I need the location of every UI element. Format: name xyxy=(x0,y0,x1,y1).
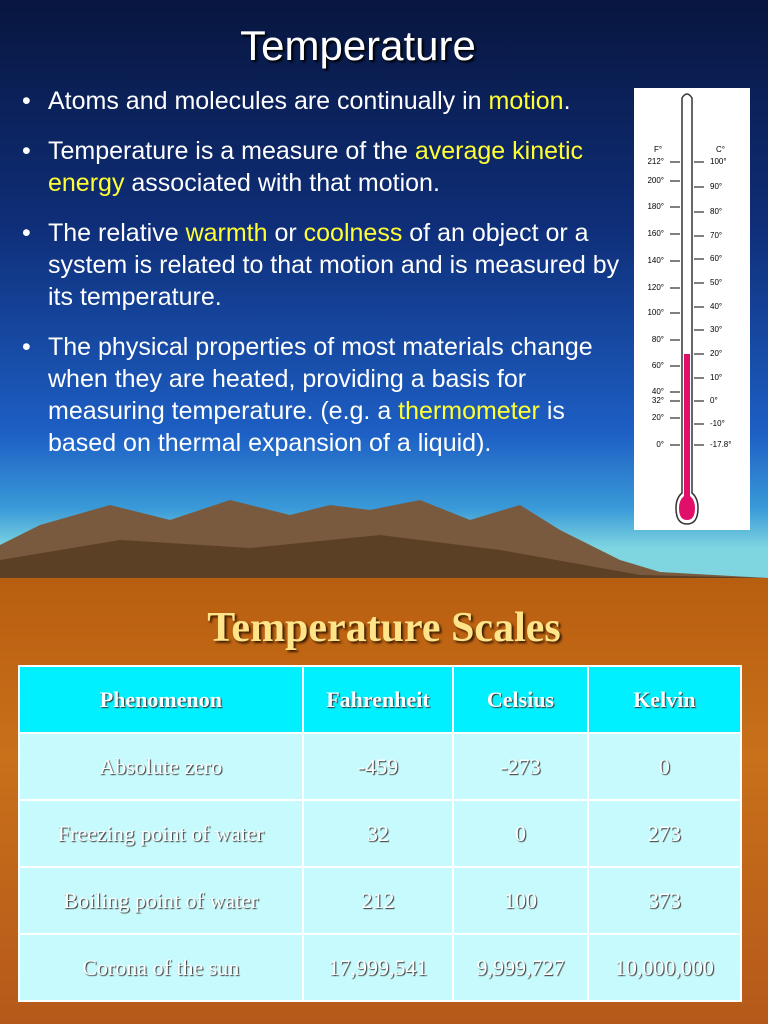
table-cell: 10,000,000 xyxy=(586,933,743,1002)
table-cell: 100 xyxy=(452,866,589,935)
f-label: 180° xyxy=(647,202,664,211)
bullet-text: motion xyxy=(488,87,564,115)
header-cell: Kelvin xyxy=(586,665,743,734)
title: Temperature Scales xyxy=(207,605,561,651)
bullet-list: Atoms and molecules are continually in m… xyxy=(22,85,622,477)
bullet-text: warmth xyxy=(185,219,268,247)
header-row: Phenomenon Fahrenheit Celsius Kelvin xyxy=(18,665,743,734)
table-cell: Boiling point of water xyxy=(18,866,304,935)
f-label: 140° xyxy=(647,256,664,265)
f-label: 32° xyxy=(652,396,664,405)
table-cell: -459 xyxy=(301,732,455,801)
c-label: 60° xyxy=(710,254,722,263)
bullet-text: of an object or a system is related to t… xyxy=(48,219,620,311)
bullet-text: coolness xyxy=(303,219,403,247)
bullet-text: Temperature is a measure of the xyxy=(48,137,415,165)
f-label: 160° xyxy=(647,229,664,238)
table-cell: 17,999,541 xyxy=(301,933,455,1002)
bullet-text: thermometer xyxy=(398,397,540,425)
table-cell: 32 xyxy=(301,799,455,868)
bullet: The physical properties of most material… xyxy=(22,331,622,459)
header-cell: Phenomenon xyxy=(18,665,304,734)
slide-1: Temperature Atoms and molecules are cont… xyxy=(0,0,768,578)
c-label: 30° xyxy=(710,325,722,334)
bullet-text: or xyxy=(267,219,304,247)
tube xyxy=(675,93,699,525)
table-cell: 0 xyxy=(586,732,743,801)
table-row: Corona of the sun 17,999,541 9,999,727 10,0… xyxy=(18,933,743,1002)
bullet-text: The relative xyxy=(48,219,186,247)
f-label: 80° xyxy=(652,335,664,344)
f-label: 120° xyxy=(647,283,664,292)
bullet-text: associated with that motion. xyxy=(124,169,440,197)
table-row: Boiling point of water 212 100 373 xyxy=(18,866,743,935)
thermometer: F° C° 212° 200° 180° 160° 140° 120° 100° 80° 60° 40… xyxy=(634,88,750,530)
c-label: 90° xyxy=(710,182,722,191)
table-cell: 212 xyxy=(301,866,455,935)
bullet-text: . xyxy=(563,87,571,115)
f-label: 0° xyxy=(656,440,664,449)
liquid xyxy=(679,354,695,520)
header-cell: Celsius xyxy=(452,665,589,734)
mountains-front xyxy=(0,535,768,578)
bullet: Temperature is a measure of the average … xyxy=(22,135,622,199)
f-label: 100° xyxy=(647,308,664,317)
table-body: Absolute zero -459 -273 0 Freezing point of … xyxy=(18,732,743,1002)
c-label: 100° xyxy=(710,157,727,166)
table-row: Absolute zero -459 -273 0 xyxy=(18,732,743,801)
table-cell: 9,999,727 xyxy=(452,933,589,1002)
bullet-text: is based on thermal expansion of a liqui… xyxy=(48,397,565,457)
f-label: 200° xyxy=(647,176,664,185)
bullet: Atoms and molecules are continually in m… xyxy=(22,85,622,117)
f-label: 60° xyxy=(652,361,664,370)
bullet-text: The physical properties of most material… xyxy=(48,333,593,425)
table-cell: -273 xyxy=(452,732,589,801)
title: Temperature xyxy=(240,22,476,69)
c-label: 10° xyxy=(710,373,722,382)
c-label: 0° xyxy=(710,396,718,405)
header-cell: Fahrenheit xyxy=(301,665,455,734)
c-label: 20° xyxy=(710,349,722,358)
table-row: Freezing point of water 32 0 273 xyxy=(18,799,743,868)
table-cell: 273 xyxy=(586,799,743,868)
f-label: 40° xyxy=(652,387,664,396)
bullet-text: average kinetic energy xyxy=(48,137,584,197)
table-cell: Corona of the sun xyxy=(18,933,304,1002)
f-label: 212° xyxy=(647,157,664,166)
table-cell: Freezing point of water xyxy=(18,799,304,868)
landscape xyxy=(0,500,768,578)
c-label: -10° xyxy=(710,419,725,428)
f-header: F° xyxy=(654,145,662,154)
c-label: -17.8° xyxy=(710,440,731,449)
c-header: C° xyxy=(716,145,725,154)
bullet: The relative warmth or coolness of an ob… xyxy=(22,217,622,313)
f-label: 20° xyxy=(652,413,664,422)
c-label: 70° xyxy=(710,231,722,240)
table-cell: Absolute zero xyxy=(18,732,304,801)
c-label: 80° xyxy=(710,207,722,216)
c-label: 40° xyxy=(710,302,722,311)
bullet-text: Atoms and molecules are continually in xyxy=(48,87,489,115)
scales-table: Phenomenon Fahrenheit Celsius Kelvin Absolut… xyxy=(18,665,743,1002)
c-label: 50° xyxy=(710,278,722,287)
slide-2: Temperature Scales Phenomenon Fahrenheit C… xyxy=(0,578,768,1024)
table-cell: 0 xyxy=(452,799,589,868)
table-cell: 373 xyxy=(586,866,743,935)
